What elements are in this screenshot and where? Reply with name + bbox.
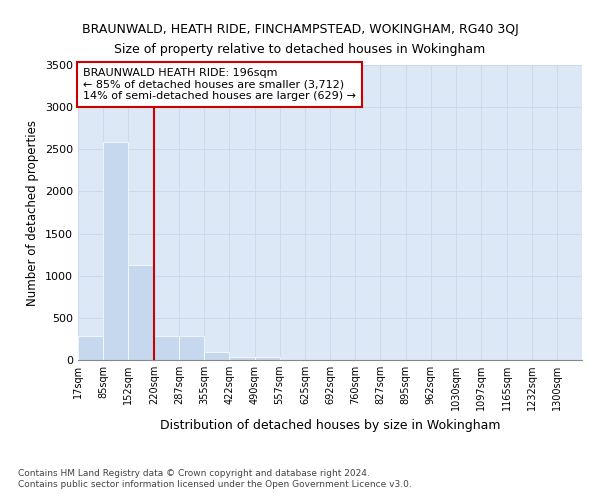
Text: BRAUNWALD HEATH RIDE: 196sqm
← 85% of detached houses are smaller (3,712)
14% of: BRAUNWALD HEATH RIDE: 196sqm ← 85% of de… xyxy=(83,68,356,101)
Bar xyxy=(78,336,103,360)
Text: Size of property relative to detached houses in Wokingham: Size of property relative to detached ho… xyxy=(115,42,485,56)
Bar xyxy=(128,265,154,360)
Text: Contains HM Land Registry data © Crown copyright and database right 2024.: Contains HM Land Registry data © Crown c… xyxy=(18,468,370,477)
Bar xyxy=(154,336,179,360)
Bar xyxy=(179,336,204,360)
Y-axis label: Number of detached properties: Number of detached properties xyxy=(26,120,40,306)
Bar xyxy=(204,352,229,360)
Bar xyxy=(103,142,128,360)
Bar xyxy=(229,357,254,360)
Text: Contains public sector information licensed under the Open Government Licence v3: Contains public sector information licen… xyxy=(18,480,412,489)
Text: BRAUNWALD, HEATH RIDE, FINCHAMPSTEAD, WOKINGHAM, RG40 3QJ: BRAUNWALD, HEATH RIDE, FINCHAMPSTEAD, WO… xyxy=(82,22,518,36)
X-axis label: Distribution of detached houses by size in Wokingham: Distribution of detached houses by size … xyxy=(160,418,500,432)
Bar xyxy=(254,358,280,360)
